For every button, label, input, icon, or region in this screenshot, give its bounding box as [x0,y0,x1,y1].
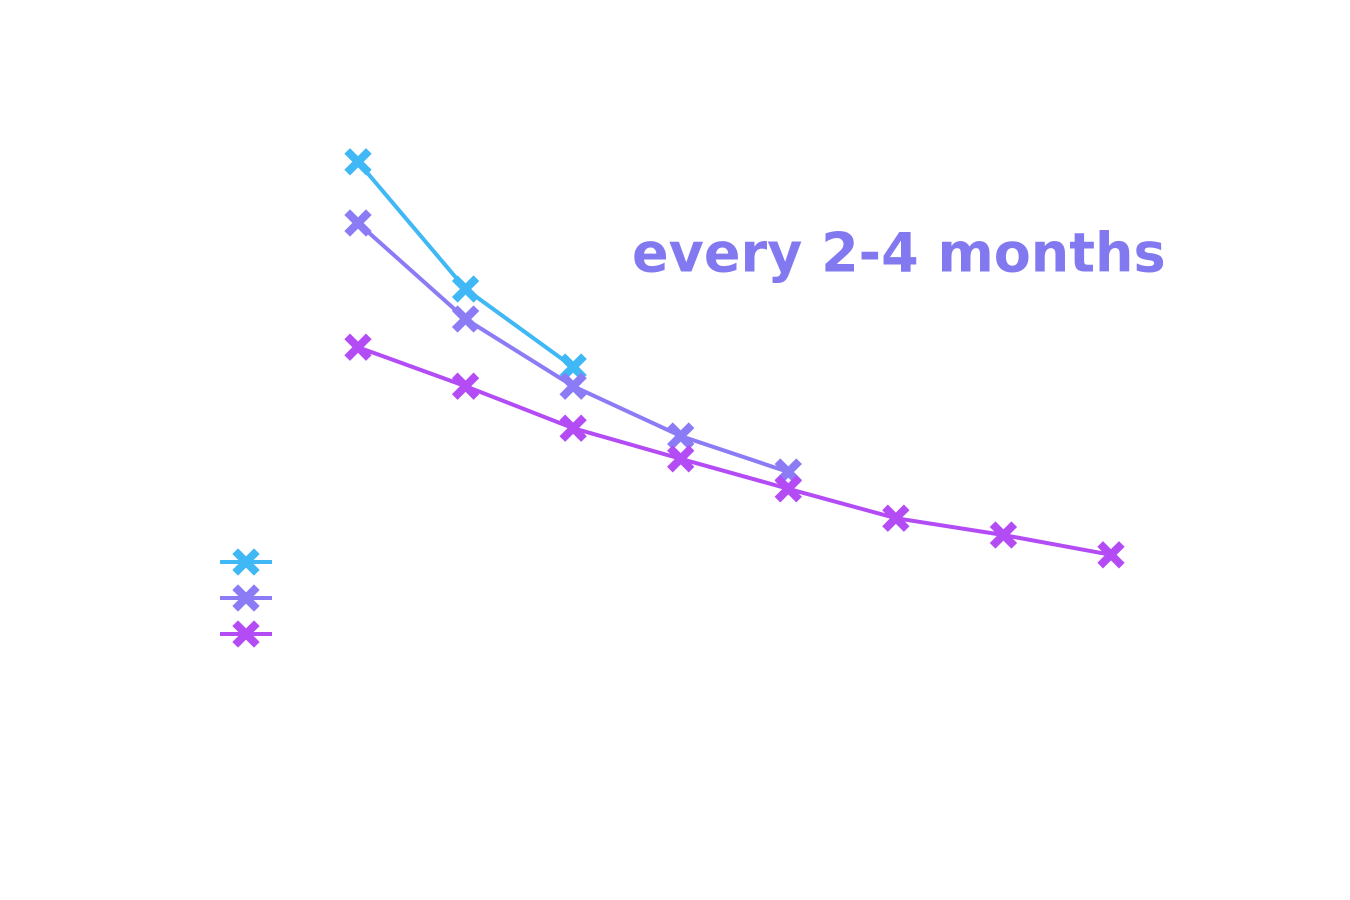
point-marker [989,521,1018,549]
point-marker [882,504,910,532]
point-marker [1097,541,1125,569]
point-marker [667,422,695,450]
series-line [357,345,1112,557]
legend-marker [232,620,260,648]
point-marker [451,305,480,333]
point-marker [344,333,372,361]
point-marker [451,372,480,400]
point-marker [344,209,372,237]
series-line [356,160,575,369]
point-marker [451,275,480,303]
legend-marker [232,548,260,576]
legend-marker [232,584,260,612]
point-marker [559,414,587,442]
point-marker [667,445,695,473]
point-marker [559,372,587,400]
point-marker [344,148,372,176]
point-marker [774,458,802,486]
point-marker [774,475,802,503]
annotation: every 2-4 months [632,222,1166,285]
point-marker [559,353,587,381]
